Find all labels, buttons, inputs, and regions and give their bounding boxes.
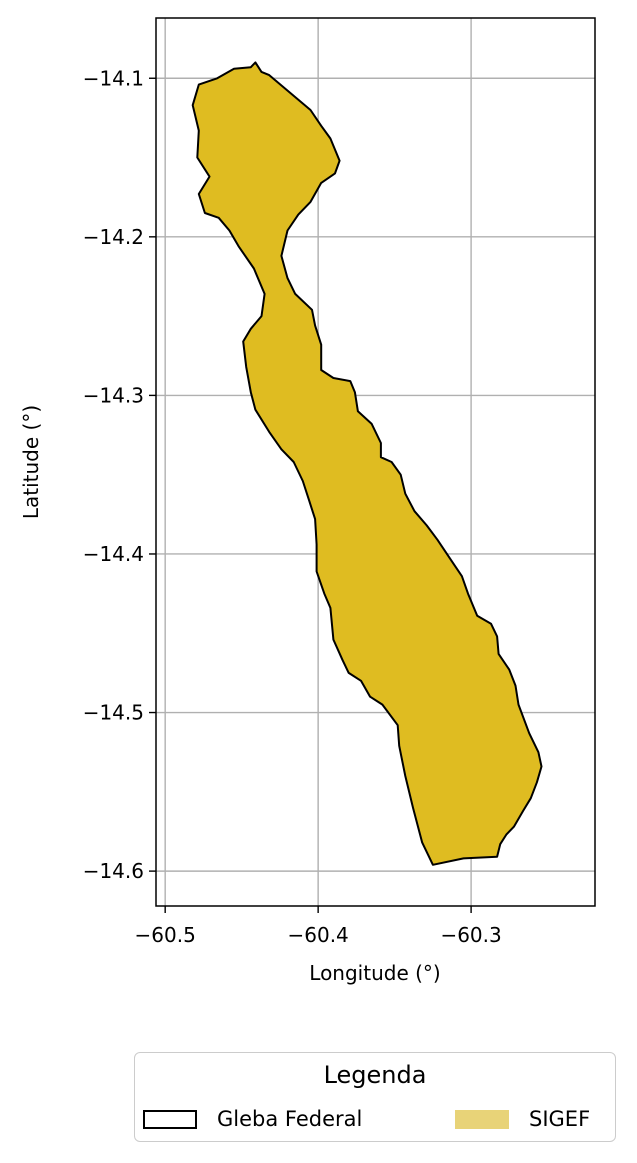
y-axis-label: Latitude (°) xyxy=(19,405,43,519)
legend-swatch-sigef xyxy=(455,1109,509,1129)
axis-ticks: −60.5 −60.4 −60.3 −14.1 −14.2 −14.3 −14.4 −14.5… xyxy=(83,66,502,947)
y-tick-label: −14.3 xyxy=(83,383,144,407)
plot-frame xyxy=(155,17,596,907)
x-tick-label: −60.4 xyxy=(287,923,348,947)
y-tick-label: −14.5 xyxy=(83,701,144,725)
x-tick-label: −60.3 xyxy=(440,923,501,947)
legend-swatch-gleba-federal xyxy=(143,1109,197,1129)
sigef-polygon xyxy=(191,61,543,866)
y-tick-label: −14.2 xyxy=(83,225,144,249)
map-polygons xyxy=(191,61,543,866)
legend-item-gleba-federal: Gleba Federal xyxy=(143,1107,362,1131)
y-tick-label: −14.4 xyxy=(83,542,144,566)
y-tick-label: −14.1 xyxy=(83,66,144,90)
legend: Legenda Gleba Federal SIGEF xyxy=(134,1052,616,1142)
legend-item-sigef: SIGEF xyxy=(455,1107,590,1131)
x-axis-label: Longitude (°) xyxy=(309,961,440,985)
legend-label-sigef: SIGEF xyxy=(529,1107,591,1131)
y-tick-label: −14.6 xyxy=(83,859,144,883)
legend-title: Legenda xyxy=(323,1061,427,1089)
legend-label-gleba-federal: Gleba Federal xyxy=(217,1107,363,1131)
x-tick-label: −60.5 xyxy=(135,923,196,947)
